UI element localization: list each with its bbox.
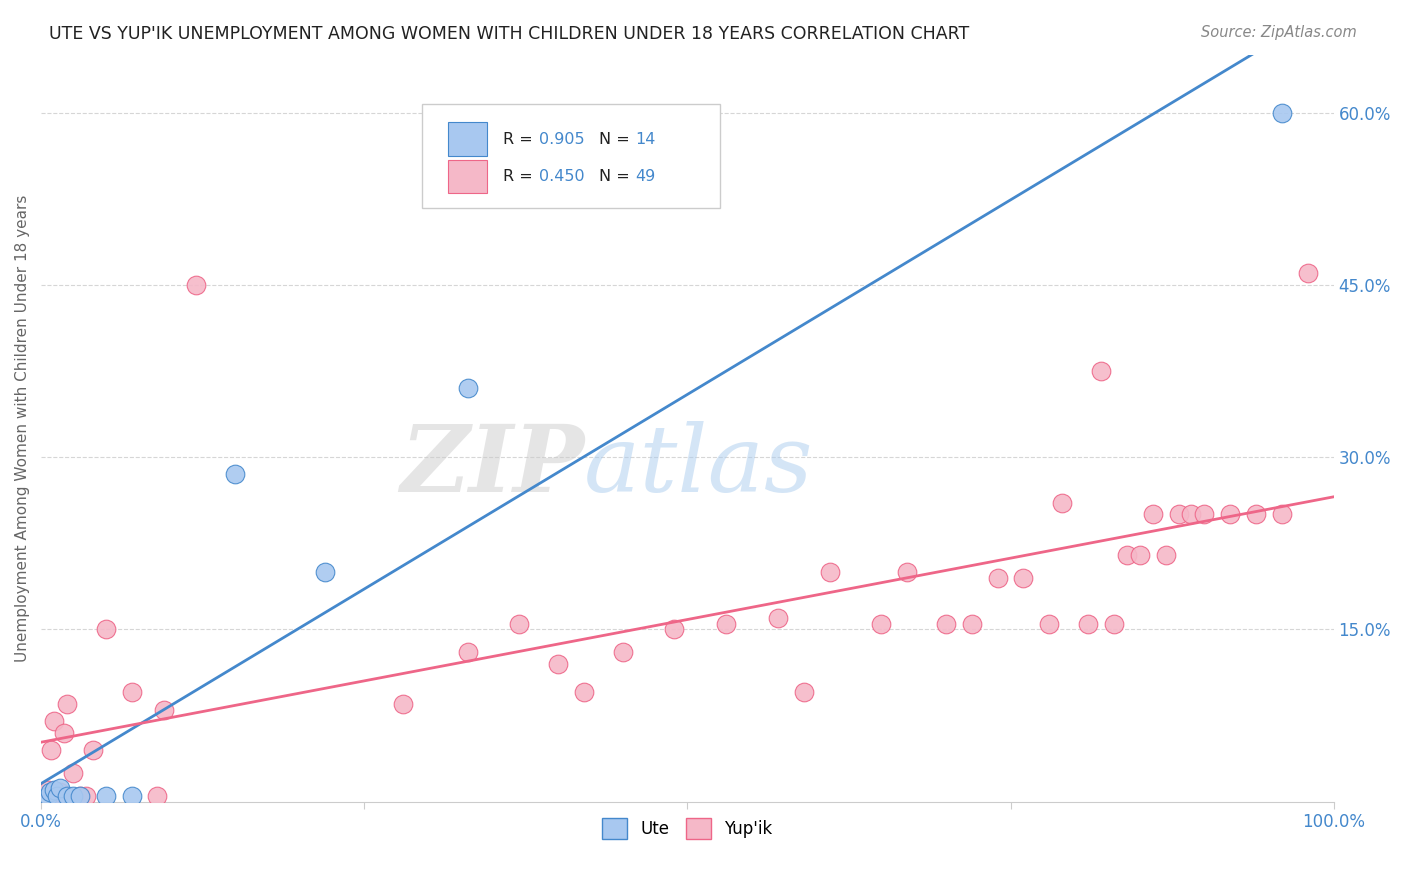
Point <box>121 685 143 699</box>
Point <box>42 783 65 797</box>
Text: atlas: atlas <box>583 421 814 511</box>
Point <box>1154 548 1177 562</box>
Point <box>69 789 91 803</box>
Point <box>1129 548 1152 562</box>
Point <box>69 789 91 803</box>
Text: Source: ZipAtlas.com: Source: ZipAtlas.com <box>1201 25 1357 40</box>
Text: N =: N = <box>599 132 636 146</box>
Point <box>1038 616 1060 631</box>
Point <box>56 697 79 711</box>
Point <box>82 743 104 757</box>
Point <box>75 789 97 803</box>
Point <box>1167 508 1189 522</box>
Point <box>870 616 893 631</box>
Point <box>56 789 79 803</box>
Point <box>766 611 789 625</box>
Point <box>41 743 63 757</box>
Point <box>1077 616 1099 631</box>
Point <box>49 780 72 795</box>
Point <box>664 623 686 637</box>
Point <box>714 616 737 631</box>
Text: 0.905: 0.905 <box>538 132 585 146</box>
Point <box>42 714 65 729</box>
Point <box>960 616 983 631</box>
Point <box>314 565 336 579</box>
Point <box>1115 548 1137 562</box>
Text: R =: R = <box>502 132 537 146</box>
Point <box>37 789 59 803</box>
Text: ZIP: ZIP <box>399 421 583 511</box>
Point <box>94 623 117 637</box>
Point <box>1244 508 1267 522</box>
Point <box>818 565 841 579</box>
Bar <box>449 122 486 156</box>
Point <box>547 657 569 671</box>
Text: 14: 14 <box>636 132 657 146</box>
Point <box>62 789 84 803</box>
Point <box>612 645 634 659</box>
Legend: Ute, Yup'ik: Ute, Yup'ik <box>595 812 779 846</box>
Point <box>45 789 67 803</box>
Point <box>121 789 143 803</box>
Point <box>1102 616 1125 631</box>
Point <box>1271 105 1294 120</box>
Point <box>1050 496 1073 510</box>
Point <box>935 616 957 631</box>
Point <box>793 685 815 699</box>
Text: 49: 49 <box>636 169 657 184</box>
Text: N =: N = <box>599 169 636 184</box>
Point <box>1219 508 1241 522</box>
Text: 0.450: 0.450 <box>538 169 585 184</box>
Point <box>987 571 1010 585</box>
Point <box>45 789 67 803</box>
Point <box>1090 364 1112 378</box>
Point <box>457 645 479 659</box>
Point <box>457 381 479 395</box>
Point <box>392 697 415 711</box>
Point <box>186 277 208 292</box>
Point <box>224 467 246 482</box>
Point <box>37 783 59 797</box>
Point <box>49 785 72 799</box>
Point <box>94 789 117 803</box>
Point <box>146 789 169 803</box>
Point <box>1194 508 1216 522</box>
Point <box>1012 571 1035 585</box>
Point <box>53 725 76 739</box>
Point <box>1271 508 1294 522</box>
Point <box>62 765 84 780</box>
Point <box>572 685 595 699</box>
Point <box>1296 266 1319 280</box>
Point <box>39 785 62 799</box>
Point <box>1180 508 1202 522</box>
Bar <box>449 160 486 194</box>
Point <box>153 703 176 717</box>
Text: UTE VS YUP'IK UNEMPLOYMENT AMONG WOMEN WITH CHILDREN UNDER 18 YEARS CORRELATION : UTE VS YUP'IK UNEMPLOYMENT AMONG WOMEN W… <box>49 25 970 43</box>
Text: R =: R = <box>502 169 537 184</box>
Point <box>1142 508 1164 522</box>
Point <box>896 565 918 579</box>
Y-axis label: Unemployment Among Women with Children Under 18 years: Unemployment Among Women with Children U… <box>15 194 30 662</box>
FancyBboxPatch shape <box>422 103 720 208</box>
Point <box>508 616 530 631</box>
